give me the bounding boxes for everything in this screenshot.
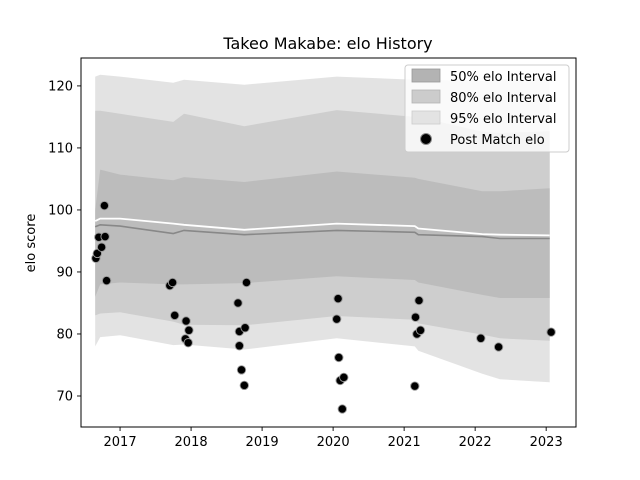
post-match-point-23 — [334, 352, 344, 363]
post-match-point-31 — [415, 325, 426, 335]
post-match-point-4 — [99, 200, 110, 211]
post-match-point-13 — [184, 325, 194, 335]
x-tick-label-2018: 2018 — [175, 435, 208, 450]
chart-title: Takeo Makabe: elo History — [222, 34, 432, 53]
y-axis-label: elo score — [24, 214, 39, 273]
legend: 50% elo Interval 80% elo Interval 95% el… — [404, 64, 570, 153]
x-tick-label-2017: 2017 — [104, 435, 137, 450]
post-match-point-6 — [101, 275, 112, 286]
legend-label-95: 95% elo Interval — [450, 112, 557, 127]
legend-label-80: 80% elo Interval — [450, 91, 557, 106]
post-match-point-33 — [493, 342, 504, 352]
axis-ticks: 2017 2018 2019 2020 2021 2022 2023 70 80 90 100 110… — [48, 79, 563, 450]
post-match-point-21 — [332, 314, 342, 324]
post-match-point-30 — [414, 295, 424, 306]
x-tick-label-2022: 2022 — [459, 435, 492, 450]
post-match-point-5 — [100, 231, 110, 242]
legend-label-post-match: Post Match elo — [450, 133, 545, 148]
x-tick-label-2020: 2020 — [317, 435, 350, 450]
y-tick-label-70: 70 — [56, 389, 73, 404]
post-match-point-8 — [167, 277, 178, 288]
post-match-point-22 — [333, 293, 343, 304]
legend-swatch-95 — [411, 110, 441, 125]
axes-frame — [80, 57, 577, 428]
legend-marker-post-match — [420, 133, 432, 145]
post-match-point-16 — [234, 341, 245, 351]
post-match-point-3 — [96, 242, 107, 252]
post-match-point-14 — [233, 298, 243, 308]
post-match-point-11 — [181, 316, 191, 326]
mean-elo-line — [94, 223, 550, 240]
post-match-point-18 — [239, 380, 249, 391]
post-match-point-1 — [92, 248, 102, 259]
post-match-point-9 — [170, 310, 180, 321]
legend-label-50: 50% elo Interval — [450, 70, 557, 85]
post-match-point-27 — [410, 381, 420, 391]
post-match-point-26 — [339, 372, 349, 383]
y-tick-label-90: 90 — [56, 265, 73, 280]
y-tick-label-120: 120 — [48, 79, 73, 94]
post-match-point-17 — [236, 365, 247, 375]
y-tick-label-110: 110 — [48, 141, 73, 156]
median-elo-line — [94, 217, 550, 237]
post-match-point-34 — [546, 327, 556, 337]
post-match-point-20 — [241, 277, 252, 288]
post-match-point-28 — [410, 312, 421, 322]
post-match-point-25 — [337, 404, 347, 414]
y-tick-label-80: 80 — [56, 327, 73, 342]
post-match-point-19 — [240, 323, 250, 333]
legend-box — [404, 64, 570, 153]
band-50-interval — [95, 169, 550, 298]
post-match-point-32 — [476, 333, 486, 343]
post-match-point-12 — [183, 338, 193, 348]
y-tick-label-100: 100 — [48, 203, 73, 218]
x-tick-label-2019: 2019 — [246, 435, 279, 450]
x-tick-label-2023: 2023 — [530, 435, 563, 450]
x-tick-label-2021: 2021 — [388, 435, 421, 450]
legend-swatch-80 — [411, 89, 441, 104]
legend-swatch-50 — [411, 68, 441, 83]
